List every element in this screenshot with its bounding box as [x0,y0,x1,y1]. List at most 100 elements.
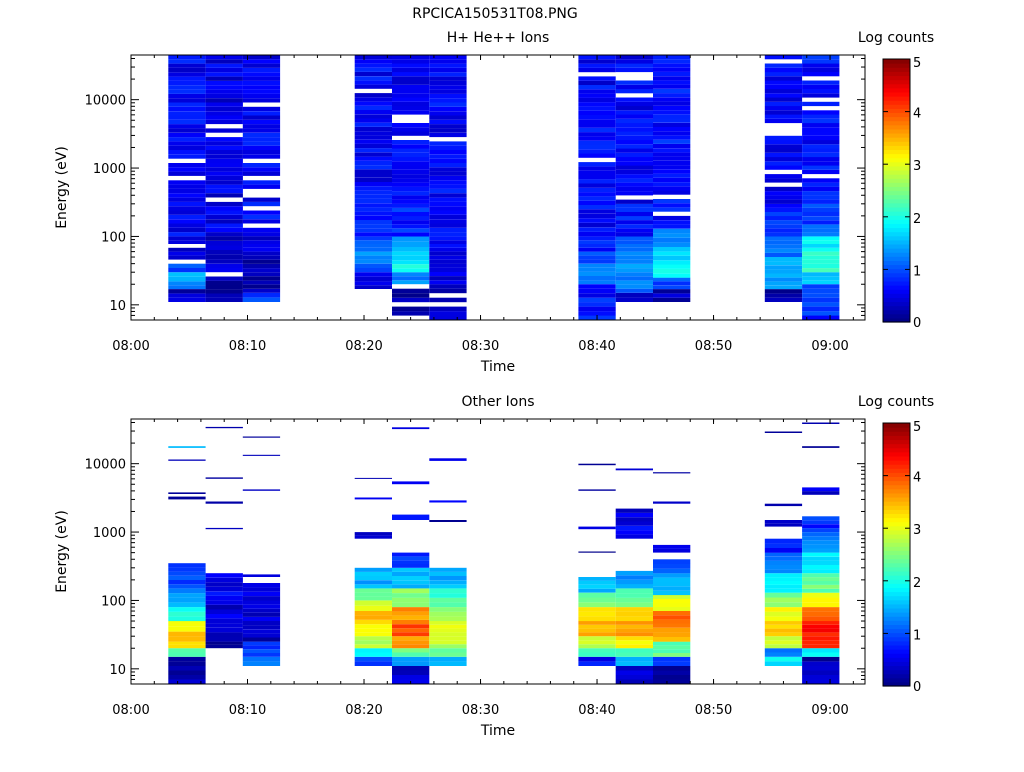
spectrogram-cell [764,616,803,622]
spectrogram-cell [205,600,243,605]
spectrogram-cell [764,165,803,170]
colorbar-segment [883,231,910,237]
spectrogram-cell [578,67,616,73]
spectrogram-cell [802,268,840,273]
spectrogram-cell [392,101,430,107]
spectrogram-cell [392,236,430,242]
spectrogram-cell [653,139,691,144]
spectrogram-cell [429,607,467,612]
spectrogram-cell [354,644,392,649]
spectrogram-cell [764,656,803,662]
spectrogram-cell [615,148,653,153]
spectrogram-cell [802,648,840,653]
spectrogram-cell [392,76,430,81]
spectrogram-cell [205,193,243,198]
spectrogram-cell [354,228,392,233]
colorbar: 0 1 2 3 4 5 Log counts [858,394,934,695]
colorbar-segment [883,620,910,625]
spectrogram-cell [802,670,840,675]
spectrogram-cell [764,80,803,85]
spectrogram-cell [354,636,392,641]
y-tick-label: 10000 [85,94,126,109]
spectrogram-cell [764,110,803,115]
spectrogram-cell [392,144,430,149]
spectrogram-cell [205,250,243,255]
colorbar-segment [883,174,910,179]
spectrogram-cell [578,145,616,150]
spectrogram-cell [354,143,392,149]
spectrogram-cell [168,106,206,112]
spectrogram-cell [205,111,243,116]
spectrogram-cell [653,679,691,684]
colorbar-segment [883,661,910,667]
colorbar-tick-label: 5 [913,56,921,71]
spectrogram-cell [615,207,653,212]
spectrogram-cell [392,186,430,192]
spectrogram-cell [764,661,803,666]
spectrogram-cell [242,587,281,592]
spectrogram-cell [429,571,467,576]
spectrogram-cell [429,59,467,64]
spectrogram-cell [168,145,206,150]
spectrogram-cell [764,548,803,553]
spectrogram-cell [392,588,430,594]
colorbar-label: Log counts [858,30,934,46]
colorbar-segment [883,252,910,257]
spectrogram-cell [354,198,392,204]
spectrogram-cell [429,272,467,277]
spectrogram-cell [392,169,430,175]
spectrogram-cell [354,182,392,187]
spectrogram-cell [429,648,467,653]
spectrogram-cell [168,93,206,99]
spectrogram-cell [242,625,281,630]
spectrogram-cell [168,150,206,155]
spectrogram-cell [653,641,691,646]
spectrogram-cell [653,190,691,195]
spectrogram-cell [653,559,691,564]
spectrogram-cell [205,605,243,610]
spectrogram-cell [764,240,803,245]
spectrogram-cell [205,141,243,146]
colorbar-segment [883,91,910,97]
spectrogram-cell [615,203,653,208]
spectrogram-cell [168,98,206,103]
spectrogram-cell [653,260,691,265]
spectrogram-cell [615,240,653,244]
spectrogram-cell [802,288,840,294]
spectrogram-cell [429,176,467,181]
colorbar-segment [883,87,910,93]
spectrogram-cell [764,252,803,257]
spectrogram-cell [802,240,840,244]
spectrogram-cell [578,192,616,197]
spectrogram-cell [242,141,281,146]
spectrogram-cell [615,661,653,666]
spectrogram-cell [242,236,281,241]
spectrogram-cell [615,602,653,608]
spectrogram-cell [354,640,392,645]
colorbar-segment [883,63,910,68]
spectrogram-cell [764,257,803,262]
spectrogram-cell [578,244,616,248]
spectrogram-cell [802,63,840,68]
spectrogram-cell [392,161,430,166]
spectrogram-cell [615,220,653,225]
spectrogram-cell [578,288,616,294]
colorbar-frame [882,58,911,323]
spectrogram-cell [205,102,243,107]
spectrogram-cell [429,593,467,598]
colorbar-segment [883,546,910,551]
spectrogram-cell [764,431,803,433]
colorbar-segment [883,198,910,204]
colorbar-segment [883,533,910,539]
colorbar-segment [883,443,910,449]
spectrogram-cell [242,645,281,650]
spectrogram-column [578,463,616,666]
spectrogram-column [242,436,281,666]
spectrogram-cell [429,280,467,285]
spectrogram-column [429,458,467,666]
spectrogram-cell [168,641,206,645]
spectrogram-cell [802,297,840,303]
spectrogram-cell [764,207,803,212]
spectrogram-cell [392,207,430,212]
spectrogram-cell [392,652,430,657]
